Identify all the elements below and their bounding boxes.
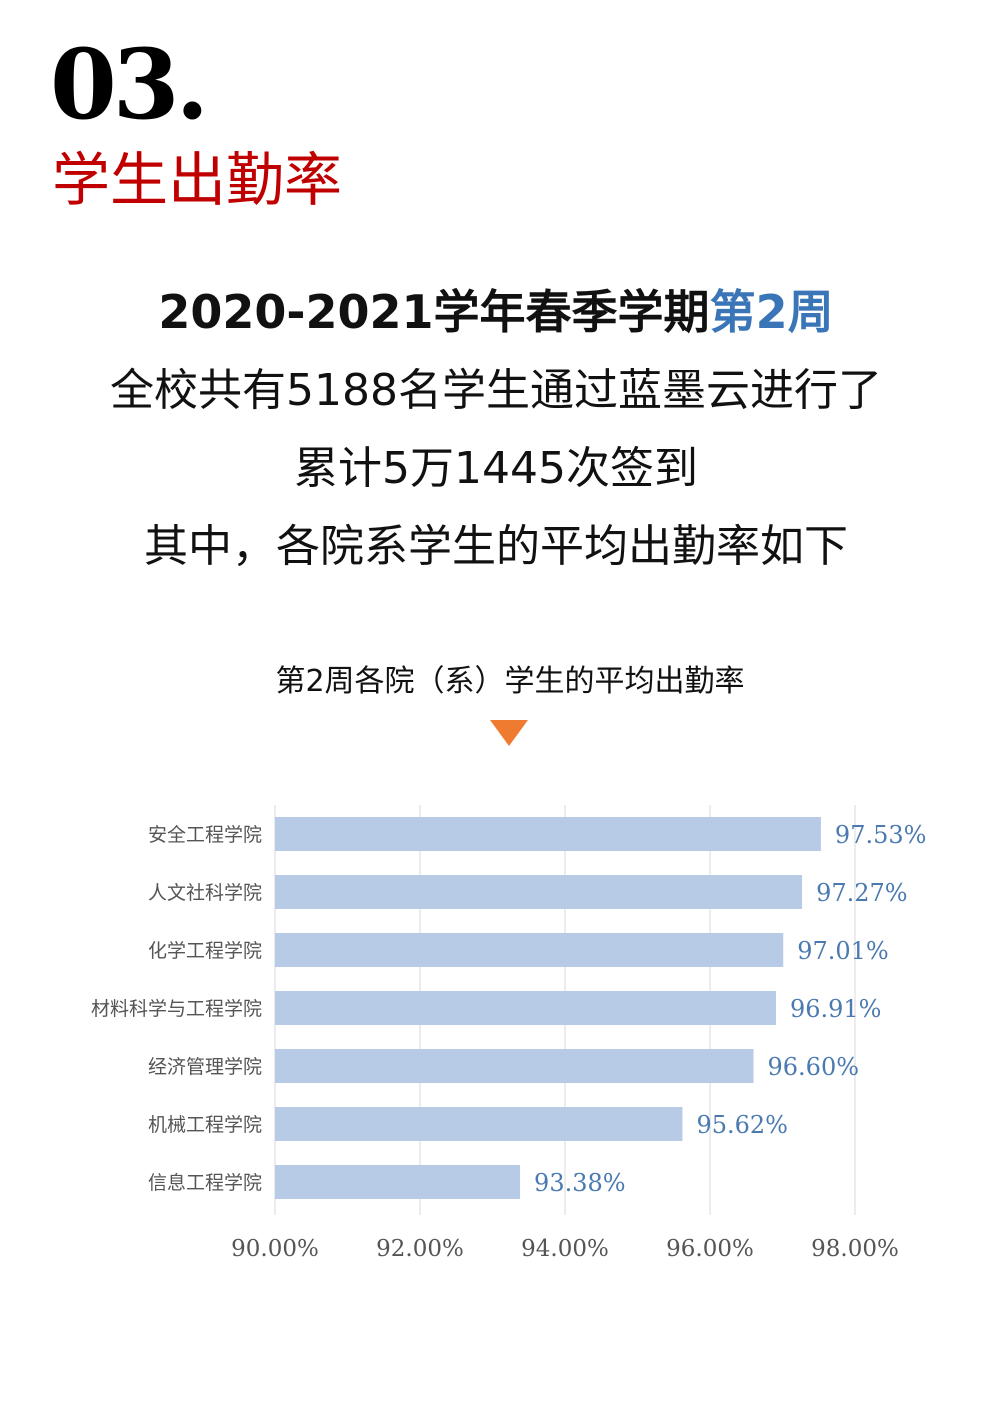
section-title: 学生出勤率 [52, 146, 343, 214]
intro-heading: 2020-2021学年春季学期第2周 [0, 282, 992, 342]
bar-1 [275, 875, 803, 909]
value-label-5: 95.62% [696, 1111, 788, 1139]
chart-title: 第2周各院（系）学生的平均出勤率 [275, 664, 745, 699]
intro-line-3: 其中，各院系学生的平均出勤率如下 [144, 521, 848, 572]
category-label-6: 信息工程学院 [148, 1172, 262, 1194]
x-tick-label-3: 96.00% [666, 1236, 754, 1262]
category-label-0: 安全工程学院 [148, 824, 262, 846]
category-label-1: 人文社科学院 [148, 882, 262, 904]
bars [275, 817, 821, 1199]
value-label-2: 97.01% [797, 937, 889, 965]
bar-5 [275, 1107, 683, 1141]
value-label-0: 97.53% [835, 821, 927, 849]
heading-accent: 第2周 [709, 285, 834, 339]
attendance-bar-chart: 90.00% 92.00% 94.00% 96.00% 98.00% 安全工程学院 97.5… [91, 805, 926, 1262]
labels: 90.00% 92.00% 94.00% 96.00% 98.00% 安全工程学院 97.5… [91, 821, 926, 1262]
x-tick-label-0: 90.00% [231, 1236, 319, 1262]
category-label-2: 化学工程学院 [148, 940, 262, 962]
value-label-1: 97.27% [816, 879, 908, 907]
x-tick-label-1: 92.00% [376, 1236, 464, 1262]
x-tick-label-4: 98.00% [811, 1236, 899, 1262]
intro-line-1: 全校共有5188名学生通过蓝墨云进行了 [110, 365, 882, 416]
down-triangle-icon [490, 720, 528, 746]
category-label-4: 经济管理学院 [148, 1056, 262, 1078]
bar-2 [275, 933, 784, 967]
value-label-6: 93.38% [534, 1169, 626, 1197]
section-number: 03. [50, 28, 209, 141]
bar-6 [275, 1165, 521, 1199]
heading-main: 2020-2021学年春季学期 [158, 285, 710, 339]
value-label-4: 96.60% [768, 1053, 860, 1081]
value-label-3: 96.91% [790, 995, 882, 1023]
bar-3 [275, 991, 776, 1025]
x-tick-label-2: 94.00% [521, 1236, 609, 1262]
intro-line-2: 累计5万1445次签到 [294, 443, 698, 494]
category-label-5: 机械工程学院 [148, 1114, 262, 1136]
bar-0 [275, 817, 821, 851]
category-label-3: 材料科学与工程学院 [91, 998, 262, 1020]
bar-4 [275, 1049, 754, 1083]
